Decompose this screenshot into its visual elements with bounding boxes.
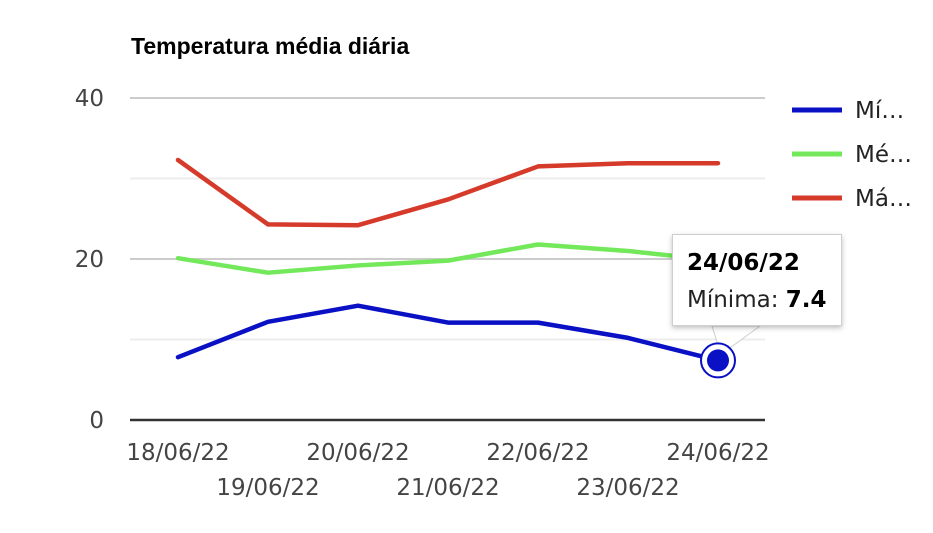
legend-label[interactable]: Má… — [855, 186, 912, 212]
x-tick-label: 23/06/22 — [576, 475, 679, 501]
series-line — [175, 242, 721, 275]
series-line — [175, 157, 721, 228]
series-line — [175, 303, 721, 363]
chart-title: Temperatura média diária — [131, 33, 410, 59]
tooltip-line: Mínima: 7.4 — [687, 287, 827, 313]
tooltip-value: 7.4 — [785, 287, 827, 313]
x-tick-label: 24/06/22 — [666, 440, 769, 466]
x-tick-label: 21/06/22 — [396, 475, 499, 501]
tooltip: 24/06/22 Mínima: 7.4 — [672, 234, 842, 326]
highlight-point[interactable] — [707, 349, 729, 372]
y-tick-label: 20 — [75, 247, 104, 273]
legend-label[interactable]: Mé… — [855, 142, 912, 168]
tooltip-label: Mínima: — [687, 287, 779, 313]
x-tick-label: 19/06/22 — [216, 475, 319, 501]
y-tick-label: 0 — [89, 408, 104, 434]
x-tick-label: 20/06/22 — [306, 440, 409, 466]
x-tick-label: 22/06/22 — [486, 440, 589, 466]
y-tick-label: 40 — [75, 86, 104, 112]
tooltip-date: 24/06/22 — [687, 250, 800, 276]
legend-label[interactable]: Mí… — [855, 98, 904, 124]
x-tick-label: 18/06/22 — [126, 440, 229, 466]
